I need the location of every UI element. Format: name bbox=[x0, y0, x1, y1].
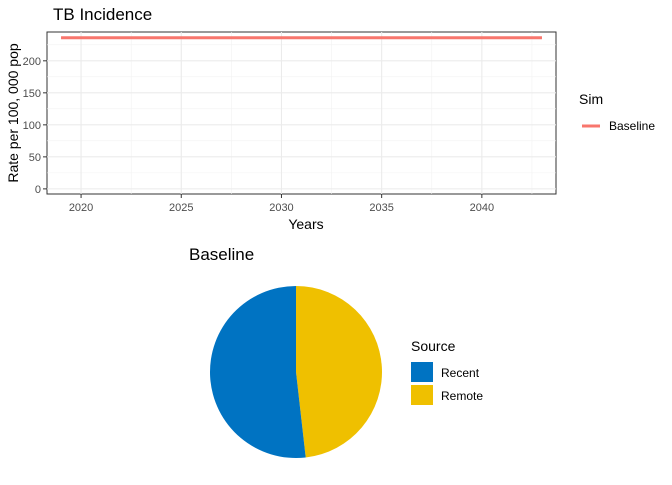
line-chart: TB Incidence 2020 2025 2030 2035 2040 0 50 100 1… bbox=[5, 5, 655, 232]
line-plot-panel bbox=[46, 31, 557, 195]
line-minor-grid bbox=[47, 32, 556, 194]
pie-legend: Source Recent Remote bbox=[411, 338, 483, 405]
y-tick-label: 200 bbox=[23, 56, 41, 68]
pie-legend-key-remote bbox=[411, 385, 433, 405]
line-legend-title: Sim bbox=[579, 91, 603, 107]
y-tick-label: 0 bbox=[35, 184, 41, 196]
pie-chart: Baseline Source Recent Remote bbox=[189, 245, 483, 458]
pie-legend-label-recent: Recent bbox=[441, 366, 480, 380]
line-chart-title: TB Incidence bbox=[53, 5, 152, 24]
pie-chart-title: Baseline bbox=[189, 245, 254, 264]
pie-legend-key-recent bbox=[411, 362, 433, 382]
line-major-grid bbox=[47, 32, 556, 194]
x-tick-label: 2035 bbox=[369, 202, 393, 214]
pie-slice-recent bbox=[209, 286, 306, 458]
x-tick-label: 2020 bbox=[69, 202, 93, 214]
pie-legend-label-remote: Remote bbox=[441, 389, 483, 403]
line-legend: Sim Baseline bbox=[579, 91, 655, 133]
line-legend-label: Baseline bbox=[609, 119, 655, 133]
pie-slices bbox=[209, 286, 382, 458]
y-axis-title: Rate per 100, 000 pop bbox=[5, 43, 21, 183]
y-tick-label: 50 bbox=[29, 152, 41, 164]
x-tick-label: 2030 bbox=[269, 202, 293, 214]
x-tick-label: 2040 bbox=[470, 202, 494, 214]
y-tick-label: 100 bbox=[23, 120, 41, 132]
line-ticks: 2020 2025 2030 2035 2040 0 50 100 150 200 bbox=[23, 56, 494, 214]
x-axis-title: Years bbox=[288, 216, 323, 232]
pie-slice-remote bbox=[296, 286, 382, 458]
pie-legend-title: Source bbox=[411, 338, 456, 354]
x-tick-label: 2025 bbox=[169, 202, 193, 214]
y-tick-label: 150 bbox=[23, 88, 41, 100]
